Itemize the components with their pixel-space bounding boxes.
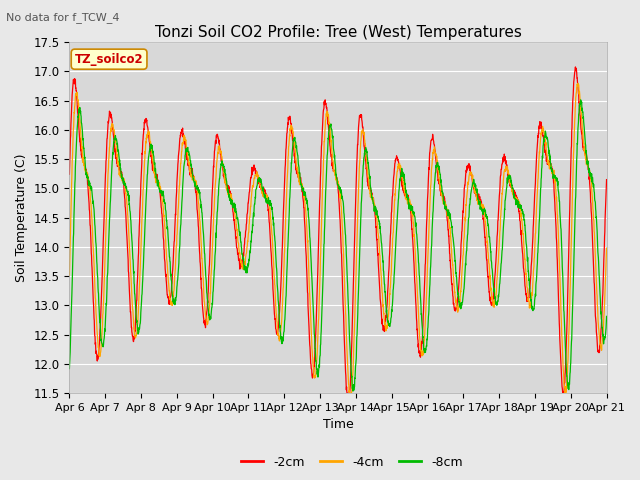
-2cm: [603, 177, 611, 182]
-8cm: [556, 199, 563, 204]
-4cm: [346, 390, 353, 396]
X-axis label: Time: Time: [323, 419, 353, 432]
-8cm: [603, 313, 611, 319]
Line: -4cm: -4cm: [69, 84, 607, 393]
-2cm: [343, 390, 351, 396]
-4cm: [215, 146, 223, 152]
Y-axis label: Soil Temperature (C): Soil Temperature (C): [15, 154, 28, 282]
-4cm: [494, 262, 502, 267]
-4cm: [574, 81, 582, 86]
-8cm: [215, 179, 223, 184]
-8cm: [354, 318, 362, 324]
-8cm: [349, 388, 357, 394]
-8cm: [577, 97, 584, 103]
Legend: -2cm, -4cm, -8cm: -2cm, -4cm, -8cm: [236, 451, 468, 474]
-4cm: [570, 133, 578, 139]
-2cm: [494, 217, 502, 223]
-4cm: [65, 273, 73, 278]
-8cm: [65, 366, 73, 372]
Line: -2cm: -2cm: [69, 67, 607, 393]
-4cm: [603, 245, 611, 251]
Line: -8cm: -8cm: [69, 100, 607, 391]
Title: Tonzi Soil CO2 Profile: Tree (West) Temperatures: Tonzi Soil CO2 Profile: Tree (West) Temp…: [154, 24, 522, 39]
-2cm: [65, 171, 73, 177]
-4cm: [354, 217, 362, 223]
Text: No data for f_TCW_4: No data for f_TCW_4: [6, 12, 120, 23]
-8cm: [365, 171, 373, 177]
Text: TZ_soilco2: TZ_soilco2: [75, 53, 143, 66]
-2cm: [215, 141, 223, 147]
-2cm: [570, 74, 578, 80]
-2cm: [556, 321, 563, 326]
-2cm: [572, 64, 579, 70]
-2cm: [354, 142, 362, 147]
-8cm: [570, 244, 578, 250]
-4cm: [556, 257, 563, 263]
-2cm: [365, 186, 373, 192]
-4cm: [365, 184, 373, 190]
-8cm: [494, 298, 502, 304]
